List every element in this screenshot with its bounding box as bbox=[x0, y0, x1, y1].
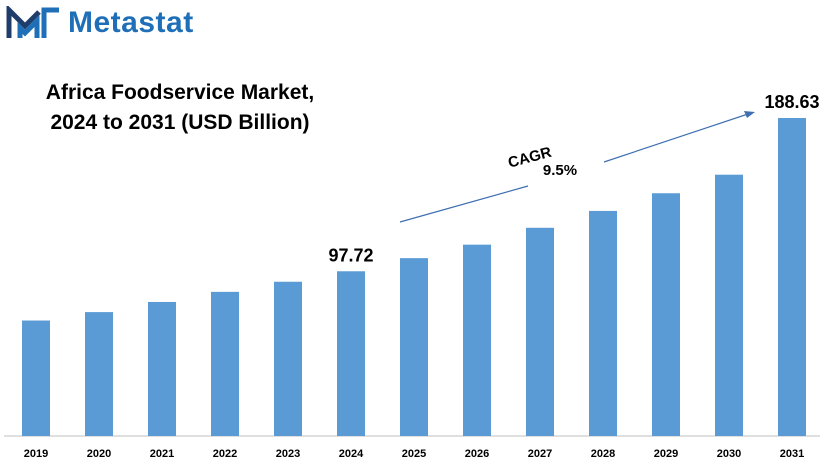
bar-2027 bbox=[526, 227, 554, 436]
bar-2019 bbox=[22, 320, 50, 436]
bar-2021 bbox=[148, 301, 176, 436]
data-labels: 97.72 188.63 bbox=[328, 92, 819, 265]
bar-2024 bbox=[337, 271, 365, 436]
x-tick-2025: 2025 bbox=[402, 448, 426, 460]
x-tick-2031: 2031 bbox=[780, 448, 804, 460]
chart-title-line2: 2024 to 2031 (USD Billion) bbox=[50, 111, 310, 134]
cagr-arrow-left bbox=[399, 185, 529, 223]
data-label-2024: 97.72 bbox=[328, 245, 373, 265]
bar-2022 bbox=[211, 291, 239, 436]
chart-title: Africa Foodservice Market, 2024 to 2031 … bbox=[20, 78, 340, 138]
chart-title-line1: Africa Foodservice Market, bbox=[45, 81, 315, 104]
x-tick-2028: 2028 bbox=[591, 448, 615, 460]
x-tick-2021: 2021 bbox=[150, 448, 174, 460]
metastat-m-logo-icon bbox=[6, 6, 59, 38]
x-tick-2027: 2027 bbox=[528, 448, 552, 460]
x-tick-2026: 2026 bbox=[465, 448, 489, 460]
data-label-2031: 188.63 bbox=[764, 92, 819, 112]
x-tick-labels: 2019 2020 2021 2022 2023 2024 2025 2026 2027 2028… bbox=[24, 448, 804, 460]
x-tick-2030: 2030 bbox=[717, 448, 741, 460]
bars-group bbox=[22, 118, 806, 436]
x-tick-2029: 2029 bbox=[654, 448, 678, 460]
bar-2026 bbox=[463, 244, 491, 436]
x-tick-2022: 2022 bbox=[213, 448, 237, 460]
bar-2029 bbox=[652, 193, 680, 436]
x-tick-2020: 2020 bbox=[87, 448, 111, 460]
bar-2030 bbox=[715, 174, 743, 436]
bar-2020 bbox=[85, 312, 113, 436]
cagr-arrow-head bbox=[744, 111, 755, 118]
cagr-value: 9.5% bbox=[543, 162, 577, 179]
x-tick-2023: 2023 bbox=[276, 448, 300, 460]
x-tick-2019: 2019 bbox=[24, 448, 48, 460]
brand-name: Metastat bbox=[68, 6, 194, 39]
bar-2025 bbox=[400, 258, 428, 436]
cagr-arrow-right bbox=[603, 113, 749, 163]
bar-2031 bbox=[778, 118, 806, 436]
x-tick-2024: 2024 bbox=[339, 448, 364, 460]
bar-2023 bbox=[274, 281, 302, 436]
brand-logo: Metastat bbox=[6, 6, 194, 40]
bar-2028 bbox=[589, 210, 617, 436]
